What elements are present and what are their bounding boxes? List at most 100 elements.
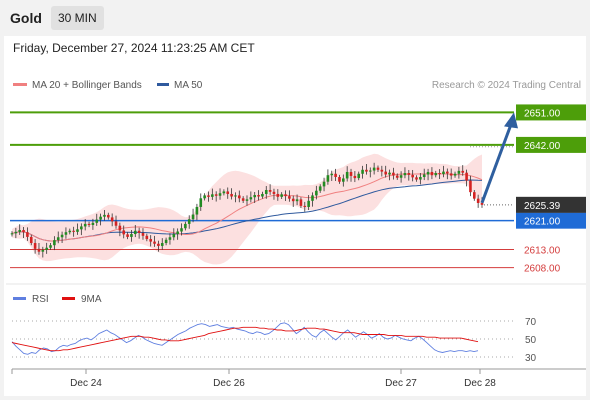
candle-body: [172, 234, 176, 238]
rsi-level-label-50: 50: [525, 335, 537, 346]
candle-body: [357, 173, 361, 179]
candle-body: [288, 196, 291, 199]
candle-body: [334, 173, 337, 178]
candle-body: [438, 173, 441, 175]
candle-body: [41, 249, 45, 252]
candle-body: [403, 173, 407, 176]
bollinger-band: [12, 153, 482, 265]
candle-body: [453, 173, 457, 176]
candle-body: [114, 221, 118, 226]
candle-body: [342, 178, 345, 182]
candle-body: [103, 214, 106, 217]
candle-body: [284, 194, 287, 197]
x-tick-label: Dec 24: [70, 378, 102, 389]
candle-body: [180, 228, 183, 232]
candle-body: [237, 195, 241, 199]
candle-body: [338, 177, 341, 182]
candle-body: [18, 230, 22, 232]
rsi-ma9-line: [11, 326, 479, 352]
x-tick-label: Dec 26: [213, 378, 245, 389]
candles: [10, 162, 484, 258]
level-label-2651.00: 2651.00: [524, 108, 561, 119]
candle-body: [388, 172, 391, 175]
candle-body: [407, 173, 411, 175]
candle-body: [264, 190, 268, 194]
candle-body: [276, 193, 280, 197]
rsi-swatch: [13, 297, 26, 300]
candle-body: [214, 194, 218, 196]
candle-body: [434, 173, 438, 176]
rsi-line: [11, 322, 479, 355]
candle-body: [110, 217, 114, 222]
timeframe-button[interactable]: 30 MIN: [51, 6, 104, 30]
instrument-title: Gold: [10, 10, 42, 26]
legend-ma20-label: MA 20 + Bollinger Bands: [32, 80, 142, 91]
candle-body: [203, 195, 206, 199]
candle-body: [122, 230, 126, 235]
candle-body: [141, 232, 145, 236]
candle-body: [26, 232, 29, 237]
candle-body: [14, 231, 18, 234]
forecast-arrow: [480, 123, 513, 204]
candle-body: [130, 234, 133, 237]
candle-body: [472, 192, 476, 199]
candle-body: [249, 197, 253, 200]
candle-body: [199, 198, 203, 207]
candle-body: [303, 205, 307, 207]
candle-body: [29, 236, 33, 244]
candle-body: [56, 237, 60, 241]
candle-body: [469, 180, 472, 193]
candle-body: [168, 237, 172, 240]
legend-ma50: MA 50: [157, 80, 202, 91]
source-credit: Research © 2024 Trading Central: [431, 80, 581, 91]
x-tick-label: Dec 28: [464, 378, 496, 389]
candle-body: [60, 234, 64, 238]
candle-body: [318, 186, 322, 191]
candle-body: [37, 248, 41, 252]
analysis-timestamp: Friday, December 27, 2024 11:23:25 AM CE…: [13, 41, 255, 55]
candle-body: [149, 239, 152, 242]
candle-body: [226, 191, 230, 194]
candle-body: [442, 171, 445, 175]
candle-body: [64, 232, 68, 235]
candle-body: [83, 223, 87, 227]
candle-body: [187, 219, 191, 224]
candle-body: [461, 170, 465, 173]
candle-body: [118, 225, 122, 231]
candle-body: [315, 190, 318, 196]
candle-body: [68, 230, 72, 233]
candle-body: [415, 177, 418, 180]
candle-body: [230, 193, 233, 197]
candle-body: [476, 198, 480, 203]
candle-body: [176, 231, 179, 235]
candle-body: [80, 226, 83, 230]
level-tag-2621.00: [516, 212, 586, 229]
forecast-arrow-head: [504, 112, 518, 129]
rsi-level-label-30: 30: [525, 353, 537, 364]
candle-body: [330, 173, 334, 176]
candle-body: [322, 181, 326, 187]
last-price-tag: [516, 196, 586, 213]
level-label-2621.00: 2621.00: [524, 217, 561, 228]
ma9-legend-label: 9MA: [81, 294, 102, 305]
level-label-2613.00: 2613.00: [524, 246, 561, 257]
level-label-2642.00: 2642.00: [524, 141, 561, 152]
candle-body: [253, 195, 257, 198]
candle-body: [392, 172, 395, 176]
candle-body: [261, 193, 264, 197]
candle-body: [49, 245, 52, 248]
candle-body: [449, 173, 453, 176]
candle-body: [361, 169, 364, 174]
candle-body: [372, 167, 376, 171]
ma50-swatch: [157, 82, 169, 86]
candle-body: [222, 191, 226, 194]
candle-body: [457, 170, 461, 174]
candle-body: [207, 195, 210, 197]
level-label-2608.00: 2608.00: [524, 264, 561, 275]
candle-body: [234, 195, 237, 197]
candle-body: [245, 199, 249, 201]
candle-body: [33, 243, 37, 249]
candle-body: [430, 171, 434, 176]
candle-body: [53, 240, 56, 246]
candle-body: [91, 222, 95, 225]
